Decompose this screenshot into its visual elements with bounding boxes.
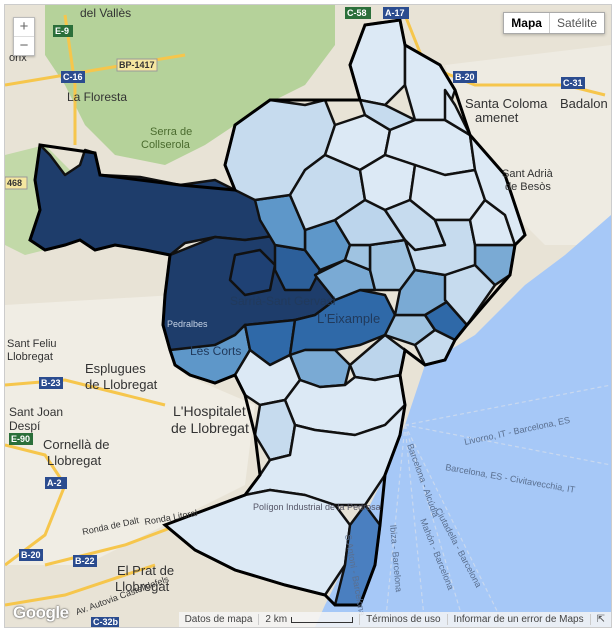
map-container[interactable]: del Vallès La Floresta Serra de Collsero…	[4, 4, 612, 628]
terms-link[interactable]: Términos de uso	[359, 614, 446, 625]
label-santa-coloma: Santa Coloma	[465, 96, 548, 111]
shield-c31: C-31	[563, 78, 583, 88]
label-prat1: El Prat de	[117, 563, 174, 578]
label-sarria: Sarrià-Sant Gervasi	[230, 294, 335, 308]
label-hospitalet2: de Llobregat	[171, 420, 249, 436]
label-sant-adria2: de Besòs	[505, 181, 551, 193]
corner-resize-icon[interactable]: ⇱	[589, 614, 611, 625]
shield-a2: A-2	[47, 478, 62, 488]
label-cornella1: Cornellà de	[43, 437, 110, 452]
map-type-control: Mapa Satélite	[503, 12, 605, 34]
map-type-satellite-button[interactable]: Satélite	[556, 16, 597, 30]
label-sant-feliu2: Llobregat	[7, 351, 53, 363]
label-hospitalet1: L'Hospitalet	[173, 403, 246, 419]
map-data-link[interactable]: Datos de mapa	[184, 614, 253, 625]
label-esplugues2: de Llobregat	[85, 377, 158, 392]
urban-northeast	[445, 45, 611, 245]
zoom-in-button[interactable]: +	[19, 18, 29, 35]
label-serra1: Serra de	[150, 126, 192, 138]
label-poligon: Polígon Industrial de la Pedrosa	[253, 502, 381, 512]
label-eixample: L'Eixample	[317, 311, 380, 326]
shield-b23: B-23	[41, 378, 61, 388]
map-canvas[interactable]: del Vallès La Floresta Serra de Collsero…	[5, 5, 611, 627]
scale-line	[291, 616, 354, 623]
neighborhoods	[28, 18, 527, 607]
shield-e90: E-90	[11, 434, 30, 444]
label-floresta: La Floresta	[67, 90, 127, 104]
collserola-forest	[45, 5, 335, 165]
label-pedralbes: Pedralbes	[167, 319, 208, 329]
label-gramenet: amenet	[475, 110, 519, 125]
zoom-control: + −	[13, 17, 35, 56]
mediterranean-sea	[315, 215, 611, 627]
zoom-out-button[interactable]: −	[14, 36, 34, 55]
road-shields: C-58 A-17 E-9 C-16 BP-1417 B-20 C-31 468…	[5, 7, 585, 627]
label-sant-adria1: Sant Adrià	[502, 168, 554, 180]
city-boundary	[28, 18, 527, 607]
shield-b22: B-22	[75, 556, 95, 566]
shield-a17: A-17	[385, 8, 405, 18]
label-badalona: Badalon	[560, 96, 608, 111]
report-error-link[interactable]: Informar de un error de Maps	[446, 614, 590, 625]
shield-b20-south: B-20	[21, 550, 41, 560]
shield-c16: C-16	[63, 72, 83, 82]
label-prat2: Llobregat	[115, 579, 170, 594]
shield-c32b: C-32b	[93, 617, 119, 627]
ferry-routes	[384, 384, 611, 627]
label-cornella2: Llobregat	[47, 453, 102, 468]
shield-c58: C-58	[347, 8, 367, 18]
shield-e9: E-9	[55, 26, 69, 36]
label-sant-joan1: Sant Joan	[9, 405, 63, 419]
place-labels: del Vallès La Floresta Serra de Collsero…	[7, 6, 608, 617]
label-serra2: Collserola	[141, 139, 191, 151]
shield-bp1417: BP-1417	[119, 60, 155, 70]
label-esplugues1: Esplugues	[85, 361, 146, 376]
label-sant-feliu1: Sant Feliu	[7, 338, 57, 350]
nbhd-sant-gervasi[interactable]	[228, 248, 277, 297]
map-footer: Datos de mapa 2 km Términos de uso Infor…	[178, 612, 611, 627]
map-type-map-button[interactable]: Mapa	[504, 13, 550, 33]
label-les-corts: Les Corts	[190, 344, 241, 358]
label-valles: del Vallès	[80, 6, 131, 20]
scale-label: 2 km	[265, 614, 288, 625]
shield-468: 468	[7, 178, 22, 188]
label-sant-joan2: Despí	[9, 419, 41, 433]
urban-southwest	[5, 295, 255, 565]
shield-b20-north: B-20	[455, 72, 475, 82]
google-logo[interactable]: Google	[13, 603, 69, 622]
scale-bar[interactable]: 2 km	[258, 614, 359, 625]
